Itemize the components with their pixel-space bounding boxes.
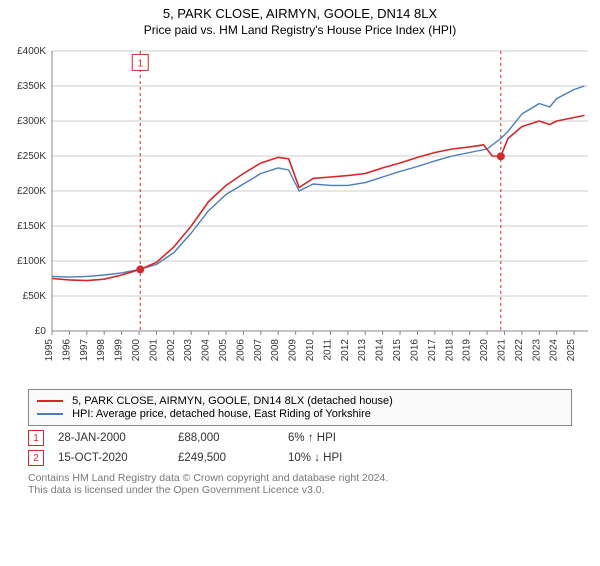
legend-label: HPI: Average price, detached house, East… (72, 408, 371, 420)
svg-text:2008: 2008 (270, 339, 281, 362)
svg-text:2014: 2014 (375, 339, 386, 362)
annotation-price: £249,500 (178, 452, 288, 464)
svg-text:2017: 2017 (427, 339, 438, 362)
svg-text:1995: 1995 (44, 339, 55, 362)
annotation-row: 2 15-OCT-2020£249,50010% ↓ HPI (28, 450, 572, 466)
footer-line: This data is licensed under the Open Gov… (28, 484, 572, 496)
svg-text:2013: 2013 (357, 339, 368, 362)
annotation-marker-icon: 2 (28, 450, 44, 466)
svg-text:2009: 2009 (288, 339, 299, 362)
svg-text:2010: 2010 (305, 339, 316, 362)
svg-text:£350K: £350K (17, 81, 46, 92)
svg-text:2006: 2006 (235, 339, 246, 362)
legend-item-price-paid: 5, PARK CLOSE, AIRMYN, GOOLE, DN14 8LX (… (37, 395, 563, 407)
annotation-price: £88,000 (178, 432, 288, 444)
svg-text:2025: 2025 (566, 339, 577, 362)
svg-text:£200K: £200K (17, 186, 46, 197)
svg-text:2019: 2019 (462, 339, 473, 362)
svg-text:£300K: £300K (17, 116, 46, 127)
legend-swatch-icon (37, 400, 63, 402)
svg-text:2004: 2004 (201, 339, 212, 362)
footer-attribution: Contains HM Land Registry data © Crown c… (28, 472, 572, 496)
legend-item-hpi: HPI: Average price, detached house, East… (37, 408, 563, 420)
svg-text:1997: 1997 (79, 339, 90, 362)
svg-text:1999: 1999 (114, 339, 125, 362)
line-chart: £0 £50K £100K £150K £200K £250K £300K £350K £400… (0, 43, 600, 383)
svg-text:1996: 1996 (61, 339, 72, 362)
legend: 5, PARK CLOSE, AIRMYN, GOOLE, DN14 8LX (… (28, 389, 572, 426)
svg-text:2020: 2020 (479, 339, 490, 362)
svg-text:£100K: £100K (17, 256, 46, 267)
chart-title: 5, PARK CLOSE, AIRMYN, GOOLE, DN14 8LX (0, 6, 600, 21)
svg-text:£250K: £250K (17, 151, 46, 162)
svg-text:£0: £0 (35, 326, 47, 337)
legend-label: 5, PARK CLOSE, AIRMYN, GOOLE, DN14 8LX (… (72, 395, 393, 407)
svg-text:2002: 2002 (166, 339, 177, 362)
svg-text:£400K: £400K (17, 46, 46, 57)
figure-container: 5, PARK CLOSE, AIRMYN, GOOLE, DN14 8LX P… (0, 6, 600, 566)
annotation-list: 1 28-JAN-2000£88,0006% ↑ HPI 2 15-OCT-2020£… (0, 430, 600, 466)
svg-text:2000: 2000 (131, 339, 142, 362)
annotation-row: 1 28-JAN-2000£88,0006% ↑ HPI (28, 430, 572, 446)
svg-text:2011: 2011 (322, 339, 333, 361)
svg-text:2007: 2007 (253, 339, 264, 362)
svg-text:1: 1 (137, 58, 143, 69)
svg-text:2018: 2018 (444, 339, 455, 362)
svg-text:2024: 2024 (549, 339, 560, 362)
svg-text:2005: 2005 (218, 339, 229, 362)
annotation-date: 15-OCT-2020 (58, 452, 178, 464)
chart-subtitle: Price paid vs. HM Land Registry's House … (0, 23, 600, 37)
svg-text:2012: 2012 (340, 339, 351, 362)
chart-area: £0 £50K £100K £150K £200K £250K £300K £350K £400… (0, 43, 600, 383)
annotation-delta: 6% ↑ HPI (288, 432, 336, 444)
svg-text:2016: 2016 (409, 339, 420, 362)
svg-text:£50K: £50K (23, 291, 47, 302)
svg-text:2021: 2021 (496, 339, 507, 362)
svg-text:2023: 2023 (531, 339, 542, 362)
annotation-marker-icon: 1 (28, 430, 44, 446)
svg-text:1998: 1998 (96, 339, 107, 362)
legend-swatch-icon (37, 413, 63, 415)
svg-text:£150K: £150K (17, 221, 46, 232)
svg-text:2003: 2003 (183, 339, 194, 362)
svg-text:2022: 2022 (514, 339, 525, 362)
annotation-date: 28-JAN-2000 (58, 432, 178, 444)
svg-text:2015: 2015 (392, 339, 403, 362)
footer-line: Contains HM Land Registry data © Crown c… (28, 472, 572, 484)
annotation-delta: 10% ↓ HPI (288, 452, 342, 464)
svg-text:2001: 2001 (148, 339, 159, 362)
